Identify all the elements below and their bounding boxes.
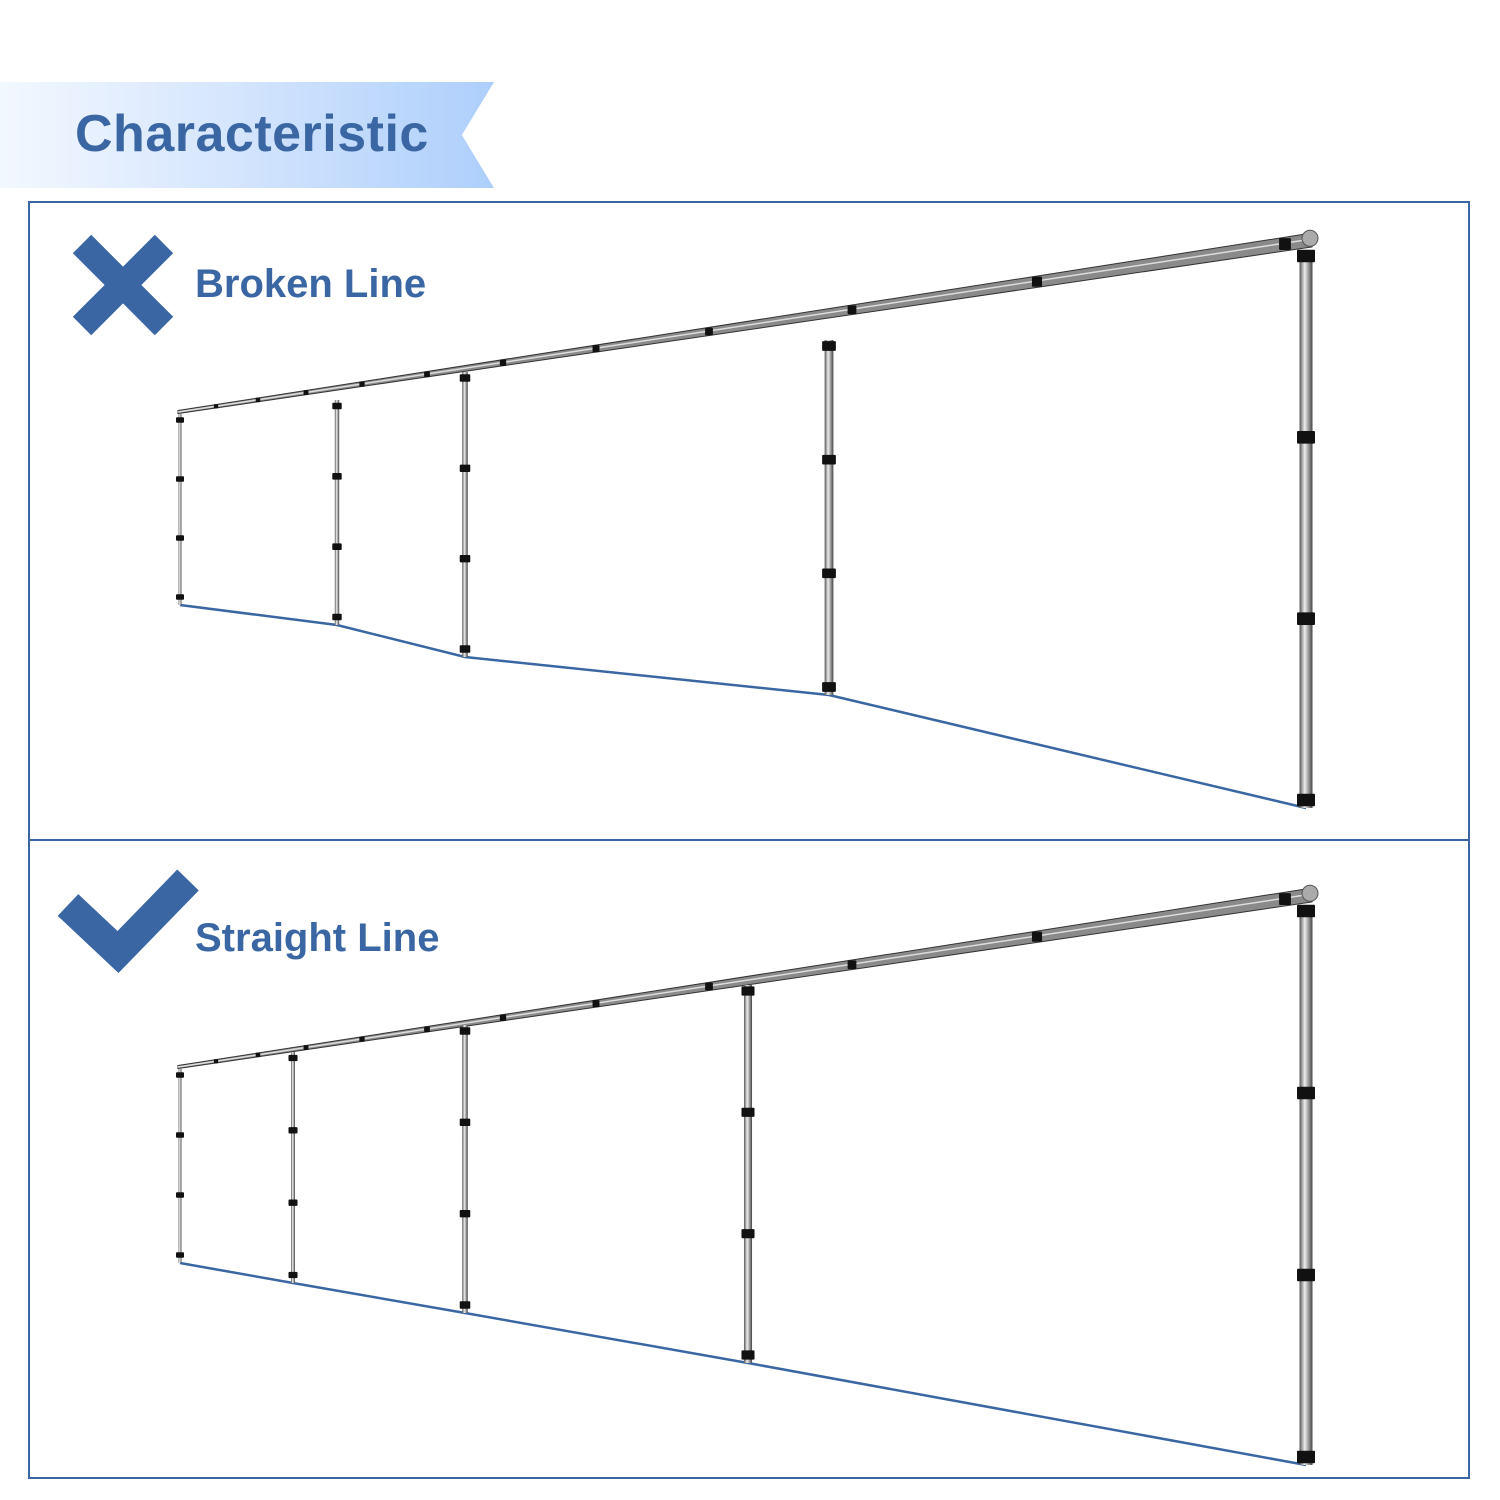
post-clamp [288, 1127, 298, 1134]
post [334, 400, 340, 625]
post-clamp [175, 1132, 185, 1138]
post-clamp [1297, 1268, 1315, 1282]
post [462, 1025, 468, 1313]
post [1299, 905, 1313, 1465]
rail-clamp [424, 371, 430, 378]
post-clamp [332, 543, 342, 550]
rail-clamp [303, 390, 309, 396]
ground-line [179, 1261, 1307, 1467]
rail-clamp [424, 1026, 430, 1033]
post-clamp [1297, 249, 1315, 263]
post-clamp [1297, 1086, 1315, 1100]
rail-clamp [592, 345, 600, 353]
post-clamp [822, 454, 836, 465]
rail-clamp [705, 327, 713, 336]
post-clamp [1297, 793, 1315, 807]
post-clamp [459, 554, 471, 563]
post-clamp [1297, 1450, 1315, 1464]
rail-clamp [592, 1000, 600, 1008]
top-rail-highlight [177, 238, 1313, 413]
post-clamp [332, 613, 342, 621]
rail-clamp [303, 1045, 309, 1051]
post [290, 1052, 296, 1283]
post [178, 414, 182, 605]
post-clamp [175, 1252, 185, 1258]
post-clamp [741, 1107, 755, 1117]
rail-clamp [1031, 276, 1043, 287]
header-banner [0, 82, 494, 188]
rail-clamp [359, 381, 365, 387]
post-clamp [288, 1271, 298, 1279]
broken-line-label: Broken Line [195, 262, 427, 306]
rail-clamp [255, 397, 261, 403]
rail-clamp [705, 982, 713, 991]
cross-icon [72, 234, 174, 336]
corner-joint [1301, 229, 1319, 247]
straight-line-label: Straight Line [195, 916, 440, 960]
rail-clamp [255, 1052, 261, 1058]
rail-clamp [1031, 931, 1043, 942]
rail-clamp [847, 960, 857, 970]
post [1299, 250, 1313, 808]
ground-line [179, 603, 1307, 810]
post-clamp [822, 682, 836, 692]
rail-clamp [499, 359, 507, 366]
post-clamp [175, 594, 185, 600]
post-clamp [175, 417, 185, 423]
corner-joint [1301, 884, 1319, 902]
post-clamp [175, 535, 185, 541]
post [824, 340, 834, 695]
rail-clamp [359, 1036, 365, 1042]
rail-clamp [499, 1014, 507, 1021]
post [178, 1069, 182, 1263]
rail-clamp [213, 1059, 219, 1064]
post-clamp [741, 986, 755, 996]
post-clamp [1297, 431, 1315, 444]
post-clamp [288, 1199, 298, 1206]
page-title: Characteristic [75, 105, 429, 163]
post-clamp [459, 1209, 471, 1218]
post-clamp [175, 1192, 185, 1198]
post-clamp [288, 1054, 298, 1062]
post-clamp [332, 402, 342, 410]
rail-clamp [1279, 238, 1291, 251]
post-clamp [175, 476, 185, 482]
rail-clamp [847, 305, 857, 315]
top-rail-highlight [177, 893, 1313, 1068]
post-clamp [459, 374, 471, 382]
check-icon [57, 869, 199, 974]
rail-clamp [213, 404, 219, 409]
post-clamp [459, 1301, 471, 1309]
post-clamp [741, 1350, 755, 1360]
post [462, 372, 468, 657]
post-clamp [1297, 904, 1315, 918]
post-clamp [332, 473, 342, 480]
post-clamp [822, 568, 836, 579]
post-clamp [459, 1118, 471, 1127]
post-clamp [459, 1027, 471, 1035]
post-clamp [822, 341, 836, 351]
post-clamp [1297, 612, 1315, 625]
post-clamp [175, 1072, 185, 1078]
post-clamp [741, 1229, 755, 1239]
panel-straight-line [28, 839, 1470, 1479]
post [743, 985, 753, 1363]
post-clamp [459, 645, 471, 653]
post-clamp [459, 464, 471, 473]
rail-clamp [1279, 893, 1291, 906]
